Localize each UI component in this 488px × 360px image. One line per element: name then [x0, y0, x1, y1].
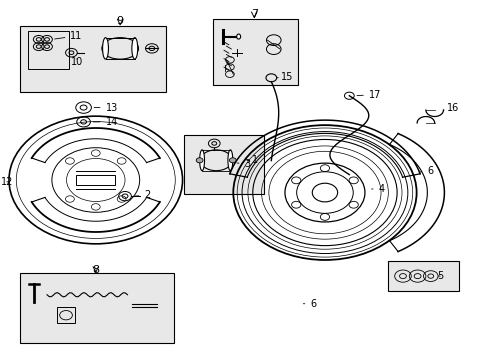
Bar — [212, 19, 298, 85]
Bar — [387, 261, 458, 291]
Text: 6: 6 — [420, 166, 432, 176]
Bar — [20, 273, 173, 343]
Bar — [27, 31, 69, 69]
Text: 10: 10 — [71, 57, 83, 67]
Text: 16: 16 — [443, 103, 458, 113]
Text: 6: 6 — [303, 299, 316, 309]
Text: 12: 12 — [0, 177, 13, 187]
Bar — [76, 175, 115, 185]
Text: 14: 14 — [93, 117, 118, 127]
Circle shape — [196, 158, 203, 163]
Ellipse shape — [227, 150, 232, 171]
Text: 13: 13 — [94, 103, 118, 113]
Text: 9: 9 — [116, 17, 123, 27]
Bar — [183, 135, 264, 194]
Bar — [57, 307, 75, 323]
Circle shape — [229, 158, 236, 163]
Text: 15: 15 — [276, 72, 293, 82]
Text: 1: 1 — [246, 154, 257, 165]
Text: 4: 4 — [371, 184, 384, 194]
Text: 5: 5 — [436, 271, 443, 281]
Text: 2: 2 — [135, 190, 150, 201]
Text: 3: 3 — [237, 159, 250, 169]
Ellipse shape — [132, 38, 138, 59]
Bar — [20, 26, 166, 92]
Text: 8: 8 — [92, 265, 99, 275]
Ellipse shape — [199, 150, 204, 171]
Text: 11: 11 — [55, 31, 82, 41]
Text: 7: 7 — [250, 9, 257, 19]
Ellipse shape — [102, 38, 108, 59]
Ellipse shape — [236, 34, 240, 39]
Text: 17: 17 — [356, 90, 381, 100]
